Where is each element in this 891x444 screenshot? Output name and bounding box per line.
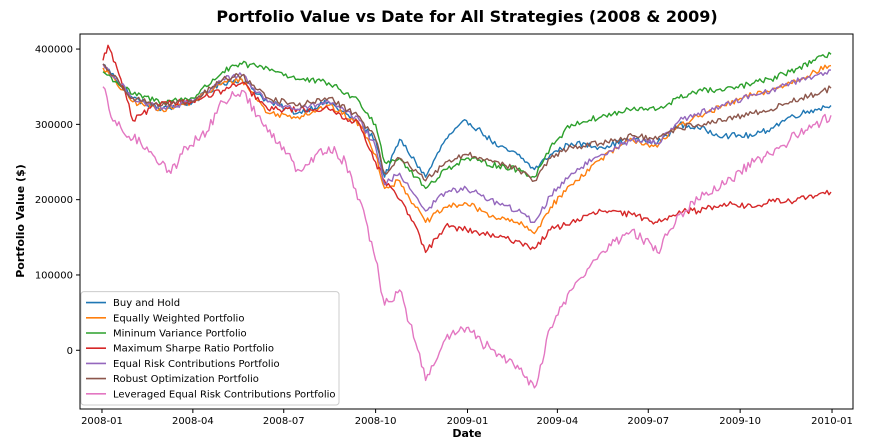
legend: Buy and Hold Equally Weighted Portfolio Mi… xyxy=(80,291,340,406)
series-line-robust-optimization-portfolio xyxy=(102,63,832,183)
series-line-buy-and-hold xyxy=(102,63,832,178)
legend-label: Mininum Variance Portfolio xyxy=(113,329,247,340)
y-tick-label: 300000 xyxy=(35,120,73,131)
legend-label: Buy and Hold xyxy=(113,298,180,309)
y-tick-label: 400000 xyxy=(35,45,73,56)
legend-label: Equally Weighted Portfolio xyxy=(113,313,244,324)
x-tick-label: 2008-04 xyxy=(172,416,214,427)
chart-title: Portfolio Value vs Date for All Strategi… xyxy=(216,7,717,26)
x-tick-label: 2008-07 xyxy=(263,416,305,427)
legend-label: Maximum Sharpe Ratio Portfolio xyxy=(113,344,274,355)
x-tick-label: 2008-01 xyxy=(81,416,123,427)
legend-label: Robust Optimization Portfolio xyxy=(113,374,259,385)
y-tick-label: 0 xyxy=(67,346,73,357)
x-tick-label: 2009-07 xyxy=(627,416,669,427)
series-line-equal-risk-contributions-portfolio xyxy=(102,63,832,224)
y-tick-label: 200000 xyxy=(35,195,73,206)
series-line-maximum-sharpe-ratio-portfolio xyxy=(102,44,832,254)
series-line-equally-weighted-portfolio xyxy=(102,64,832,235)
y-axis: 0 100000 200000 300000 400000 xyxy=(35,45,80,357)
legend-label: Equal Risk Contributions Portfolio xyxy=(113,359,280,370)
x-tick-label: 2010-01 xyxy=(811,416,853,427)
x-tick-label: 2008-10 xyxy=(355,416,397,427)
x-axis-label: Date xyxy=(452,427,481,440)
legend-label: Leveraged Equal Risk Contributions Portf… xyxy=(113,389,336,400)
legend-box xyxy=(80,291,340,406)
plot-area xyxy=(102,44,832,389)
y-tick-label: 100000 xyxy=(35,270,73,281)
x-axis: 2008-01 2008-04 2008-07 2008-10 2009-01 2009-… xyxy=(81,409,853,427)
series-line-leveraged-equal-risk-contributions-portfolio xyxy=(102,86,832,389)
plot-frame xyxy=(79,33,854,410)
y-axis-label: Portfolio Value ($) xyxy=(14,164,27,278)
x-tick-label: 2009-10 xyxy=(719,416,761,427)
x-tick-label: 2009-04 xyxy=(536,416,578,427)
x-tick-label: 2009-01 xyxy=(447,416,489,427)
series-line-mininum-variance-portfolio xyxy=(102,51,832,190)
